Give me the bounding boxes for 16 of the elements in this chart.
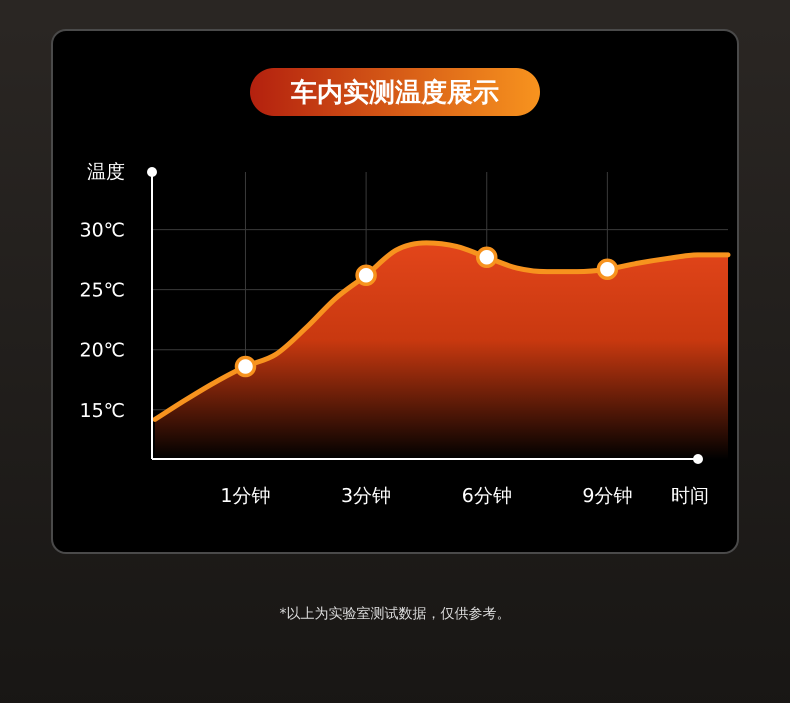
y-tick-label: 20℃	[79, 340, 125, 362]
x-axis-title: 时间	[671, 485, 709, 507]
point	[234, 356, 256, 378]
point	[355, 264, 377, 286]
chart-title: 车内实测温度展示	[290, 78, 499, 108]
text: *以上为实验室测试数据，仅供参考。	[280, 606, 510, 622]
x-tick-label: 6分钟	[462, 485, 512, 507]
y-tick-label: 30℃	[79, 220, 125, 242]
x-tick-label: 1分钟	[220, 485, 271, 507]
y-axis-title: 温度	[87, 161, 125, 183]
y-tick-label: 15℃	[79, 400, 125, 422]
y-tick-label: 25℃	[79, 280, 125, 302]
point	[596, 258, 618, 280]
x-tick-label: 9分钟	[582, 485, 632, 507]
x-tick-label: 3分钟	[341, 485, 392, 507]
point	[476, 246, 498, 268]
